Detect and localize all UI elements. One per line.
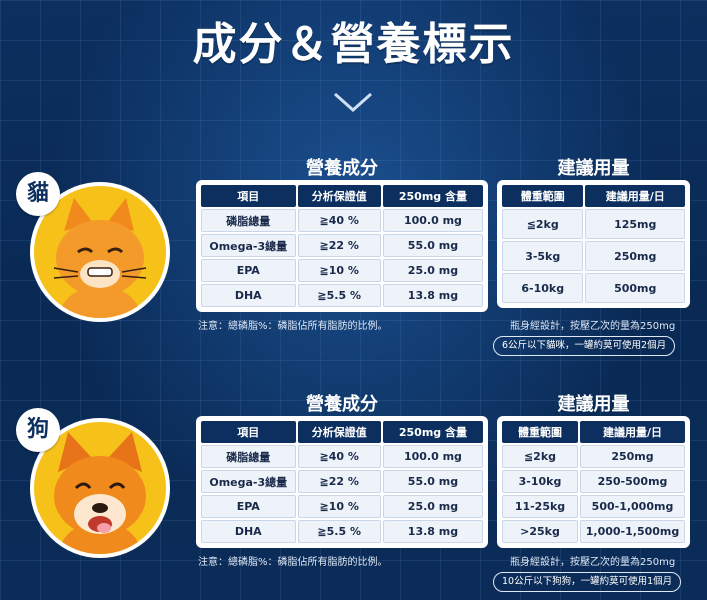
table-row: ≦2kg 250mg <box>502 445 685 468</box>
table-cell: 磷脂總量 <box>201 445 296 468</box>
table-cell: Omega-3總量 <box>201 470 296 493</box>
table-cell: ≧22 % <box>297 234 381 257</box>
table-cell: 250mg <box>585 241 685 271</box>
header-cell: 分析保證值 <box>297 421 381 443</box>
table-cell: ≧5.5 % <box>297 520 381 543</box>
table-cell: DHA <box>201 520 296 543</box>
cat-dosage-heading: 建議用量 <box>557 158 630 179</box>
table-row: 11-25kg 500-1,000mg <box>502 495 685 518</box>
table-row: >25kg 1,000-1,500mg <box>502 520 685 543</box>
dog-usage-pill: 10公斤以下狗狗，一罐約莫可使用1個月 <box>493 572 682 592</box>
table-cell: 13.8 mg <box>382 284 483 307</box>
table-cell: 55.0 mg <box>382 234 483 257</box>
table-cell: 25.0 mg <box>382 495 483 518</box>
table-cell: DHA <box>201 284 296 307</box>
cat-nutrition-heading: 營養成分 <box>306 158 378 179</box>
dog-tag: 狗 <box>16 408 60 452</box>
table-cell: ≧40 % <box>297 209 381 232</box>
header-cell: 分析保證值 <box>297 185 381 207</box>
table-header-row: 體重範圍 建議用量/日 <box>502 185 685 207</box>
table-cell: 500mg <box>585 273 685 303</box>
table-cell: 250mg <box>580 445 685 468</box>
table-row: ≦2kg 125mg <box>502 209 685 239</box>
cat-avatar <box>30 182 170 322</box>
table-cell: 3-5kg <box>502 241 584 271</box>
table-cell: ≧22 % <box>297 470 381 493</box>
table-cell: 55.0 mg <box>382 470 483 493</box>
table-cell: EPA <box>201 259 296 282</box>
table-row: EPA ≧10 % 25.0 mg <box>201 495 483 518</box>
chevron-down-icon <box>334 92 372 113</box>
dog-nutrition-table: 項目 分析保證值 250mg 含量 磷脂總量 ≧40 % 100.0 mg Om… <box>196 416 488 548</box>
dog-dosage-table: 體重範圍 建議用量/日 ≦2kg 250mg 3-10kg 250-500mg … <box>497 416 690 548</box>
table-cell: EPA <box>201 495 296 518</box>
dog-note: 注意：總磷脂%：磷脂佔所有脂肪的比例。 <box>198 557 388 568</box>
table-cell: 100.0 mg <box>382 209 483 232</box>
cat-dosage-table: 體重範圍 建議用量/日 ≦2kg 125mg 3-5kg 250mg 6-10k… <box>497 180 690 308</box>
table-cell: 125mg <box>585 209 685 239</box>
table-row: Omega-3總量 ≧22 % 55.0 mg <box>201 470 483 493</box>
table-row: DHA ≧5.5 % 13.8 mg <box>201 284 483 307</box>
table-row: DHA ≧5.5 % 13.8 mg <box>201 520 483 543</box>
header-cell: 體重範圍 <box>502 185 584 207</box>
dog-dosage-note: 瓶身經設計，按壓乙次的量為250mg <box>510 557 676 568</box>
dog-nutrition-heading: 營養成分 <box>306 394 378 415</box>
cat-usage-pill: 6公斤以下貓咪，一罐約莫可使用2個月 <box>493 336 676 356</box>
table-cell: 100.0 mg <box>382 445 483 468</box>
table-cell: ≦2kg <box>502 445 579 468</box>
table-row: 磷脂總量 ≧40 % 100.0 mg <box>201 445 483 468</box>
table-cell: ≧5.5 % <box>297 284 381 307</box>
header-cell: 250mg 含量 <box>382 185 483 207</box>
table-cell: Omega-3總量 <box>201 234 296 257</box>
table-cell: 250-500mg <box>580 470 685 493</box>
table-cell: 500-1,000mg <box>580 495 685 518</box>
page-title: 成分＆營養標示 <box>192 19 515 70</box>
cat-note: 注意：總磷脂%：磷脂佔所有脂肪的比例。 <box>198 321 388 332</box>
header-cell: 建議用量/日 <box>585 185 685 207</box>
header-cell: 項目 <box>201 185 296 207</box>
table-row: 3-5kg 250mg <box>502 241 685 271</box>
table-row: Omega-3總量 ≧22 % 55.0 mg <box>201 234 483 257</box>
table-header-row: 項目 分析保證值 250mg 含量 <box>201 185 483 207</box>
table-cell: 3-10kg <box>502 470 579 493</box>
table-cell: ≧10 % <box>297 495 381 518</box>
table-cell: 13.8 mg <box>382 520 483 543</box>
header-cell: 250mg 含量 <box>382 421 483 443</box>
table-cell: 11-25kg <box>502 495 579 518</box>
table-cell: 6-10kg <box>502 273 584 303</box>
table-cell: ≦2kg <box>502 209 584 239</box>
table-cell: ≧40 % <box>297 445 381 468</box>
table-header-row: 體重範圍 建議用量/日 <box>502 421 685 443</box>
header-cell: 項目 <box>201 421 296 443</box>
header-cell: 建議用量/日 <box>580 421 685 443</box>
table-cell: 1,000-1,500mg <box>580 520 685 543</box>
table-cell: 磷脂總量 <box>201 209 296 232</box>
table-row: 磷脂總量 ≧40 % 100.0 mg <box>201 209 483 232</box>
table-header-row: 項目 分析保證值 250mg 含量 <box>201 421 483 443</box>
table-row: EPA ≧10 % 25.0 mg <box>201 259 483 282</box>
table-cell: 25.0 mg <box>382 259 483 282</box>
header-cell: 體重範圍 <box>502 421 579 443</box>
cat-dosage-note: 瓶身經設計，按壓乙次的量為250mg <box>510 321 676 332</box>
cat-illustration <box>53 198 147 318</box>
dog-dosage-heading: 建議用量 <box>557 394 630 415</box>
table-cell: ≧10 % <box>297 259 381 282</box>
cat-tag: 貓 <box>16 172 60 216</box>
table-row: 3-10kg 250-500mg <box>502 470 685 493</box>
cat-nutrition-table: 項目 分析保證值 250mg 含量 磷脂總量 ≧40 % 100.0 mg Om… <box>196 180 488 312</box>
table-cell: >25kg <box>502 520 579 543</box>
dog-illustration <box>54 432 146 554</box>
table-row: 6-10kg 500mg <box>502 273 685 303</box>
